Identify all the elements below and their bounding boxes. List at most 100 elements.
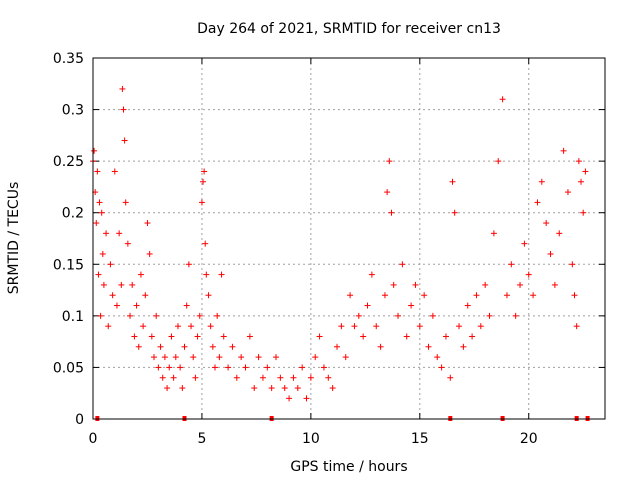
data-point [388,209,395,216]
data-point [100,281,107,288]
data-point [133,302,140,309]
data-point [113,302,120,309]
data-point [97,312,104,319]
data-point [103,230,110,237]
data-point [161,354,168,361]
data-point [200,178,207,185]
data-point [246,333,253,340]
data-point [495,158,502,165]
data-point [105,323,112,330]
data-point [94,168,101,175]
data-point [146,250,153,257]
data-point [185,261,192,268]
data-point [421,292,428,299]
data-point [571,292,578,299]
data-point [209,343,216,350]
y-tick-label: 0.2 [62,206,84,222]
data-point [447,374,454,381]
x-axis: 0 5 10 15 20 [89,58,538,447]
data-point [159,374,166,381]
data-point [164,385,171,392]
data-point [225,364,232,371]
data-point [364,302,371,309]
data-point [148,333,155,340]
data-point [181,343,188,350]
data-point [144,220,151,227]
data-point [177,364,184,371]
y-tick-label: 0.35 [53,51,84,67]
data-point [560,147,567,154]
x-tick-label: 20 [520,431,538,447]
x-axis-label: GPS time / hours [290,459,407,475]
data-point [229,343,236,350]
data-point [216,354,223,361]
data-point [119,85,126,92]
data-point [203,271,210,278]
data-point [368,271,375,278]
data-point [547,250,554,257]
data-point [534,199,541,206]
data-point [127,312,134,319]
data-point [207,323,214,330]
data-point [377,343,384,350]
data-point [342,354,349,361]
chart-title: Day 264 of 2021, SRMTID for receiver cn1… [197,21,501,37]
data-point [116,230,123,237]
data-point [273,354,280,361]
data-point [538,178,545,185]
data-point [460,343,467,350]
data-point [508,261,515,268]
x-tick-label: 5 [197,431,206,447]
data-point [107,261,114,268]
data-point [473,292,480,299]
data-point [96,199,103,206]
data-point [131,333,138,340]
data-point [351,323,358,330]
plot-frame [92,57,606,420]
data-point [582,168,589,175]
y-tick-label: 0.3 [62,103,84,119]
data-point [202,240,209,247]
data-point [170,374,177,381]
data-point [320,364,327,371]
data-point [338,323,345,330]
data-point [325,374,332,381]
x-tick-label: 10 [302,431,320,447]
data-point [449,178,456,185]
data-point [578,178,585,185]
data-point [194,333,201,340]
data-point [218,271,225,278]
data-point [91,147,98,154]
data-point [580,209,587,216]
data-point [137,271,144,278]
data-point [212,364,219,371]
data-point [469,333,476,340]
data-point [499,96,506,103]
grid [93,58,605,419]
data-point [575,158,582,165]
data-point [122,199,129,206]
y-axis: 0 0.05 0.1 0.15 0.2 0.25 0.3 0.35 [53,51,605,428]
data-point [573,323,580,330]
data-point [456,323,463,330]
data-point [111,168,118,175]
data-point [512,312,519,319]
data-point [120,106,127,113]
data-point [312,354,319,361]
data-point [334,343,341,350]
data-point [438,364,445,371]
data-point [299,364,306,371]
data-point [233,374,240,381]
data-point [395,312,402,319]
data-point [390,281,397,288]
data-point [135,343,142,350]
data-point [290,374,297,381]
y-axis-label: SRMTID / TECUs [6,182,22,295]
data-point [183,302,190,309]
data-point [486,312,493,319]
data-point [196,312,203,319]
data-point [190,354,197,361]
data-point [157,343,164,350]
data-point [442,333,449,340]
